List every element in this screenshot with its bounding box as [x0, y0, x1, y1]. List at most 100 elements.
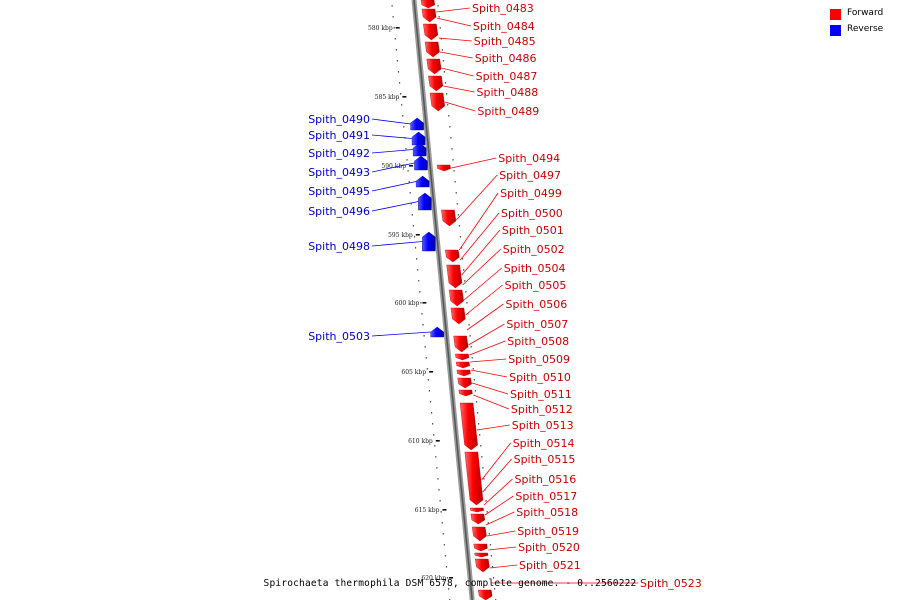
forward-gene-leader [436, 7, 471, 13]
forward-gene-label: Spith_0514 [513, 437, 575, 450]
forward-gene-arrow [424, 41, 440, 58]
scale-dot [457, 214, 459, 216]
forward-gene-leader [444, 101, 476, 112]
scale-dot [391, 5, 393, 7]
forward-gene-label: Spith_0523 [640, 577, 702, 590]
scale-dot [421, 313, 423, 315]
scale-dot [443, 71, 446, 73]
forward-gene-leader [462, 248, 502, 286]
forward-gene-arrow [474, 558, 490, 573]
scale-dot [395, 49, 397, 51]
forward-gene-leader [439, 51, 473, 59]
scale-dot [441, 522, 443, 524]
forward-gene-leader [456, 174, 498, 221]
forward-gene-arrow [455, 353, 470, 361]
forward-gene-label: Spith_0515 [514, 453, 576, 466]
scale-dot [420, 302, 422, 304]
scale-dot [428, 390, 431, 392]
scale-dot [442, 533, 444, 535]
scale-dot [454, 181, 456, 183]
forward-gene-label: Spith_0510 [509, 371, 571, 384]
reverse-gene-label: Spith_0492 [308, 147, 370, 160]
forward-gene-arrow [428, 75, 444, 92]
scale-dot [445, 566, 448, 568]
scale-dot [418, 280, 420, 282]
forward-gene-leader [486, 530, 516, 537]
scale-dot [398, 82, 401, 84]
scale-dot [453, 170, 455, 172]
forward-gene-leader [438, 37, 472, 42]
legend-reverse-label: Reverse [847, 24, 884, 34]
forward-gene-label: Spith_0505 [505, 279, 567, 292]
reverse-gene-label: Spith_0498 [308, 240, 370, 253]
scale-dot [441, 49, 443, 51]
forward-gene-leader [488, 546, 517, 551]
scale-dot [444, 82, 447, 84]
scale-dot [492, 577, 495, 579]
forward-gene-leader [465, 284, 503, 316]
tick-mark [415, 234, 420, 236]
scale-dot [456, 203, 458, 205]
tick-mark [442, 509, 447, 511]
forward-gene-label: Spith_0509 [508, 353, 570, 366]
scale-dot [439, 27, 441, 29]
forward-gene-arrow [477, 589, 493, 600]
scale-dot [486, 511, 488, 513]
scale-dot [425, 357, 427, 359]
reverse-gene-arrow [412, 142, 427, 157]
tick-label: 615 kbp [415, 507, 440, 514]
forward-gene-arrow [474, 552, 489, 558]
scale-dot [485, 500, 487, 502]
forward-gene-arrow [450, 307, 466, 325]
forward-gene-arrow [448, 289, 464, 307]
scale-dot [436, 467, 438, 469]
tick-mark [429, 371, 434, 373]
scale-dot [462, 258, 464, 260]
genome-backbone-core [413, 0, 473, 600]
scale-dot [396, 60, 399, 62]
scale-dot [405, 148, 407, 150]
scale-dot [482, 467, 484, 469]
tick-label: 595 kbp [388, 232, 413, 239]
scale-dot [392, 16, 394, 18]
scale-dot [459, 236, 462, 238]
scale-dot [435, 456, 437, 458]
forward-gene-arrow [429, 92, 445, 112]
forward-gene-label: Spith_0502 [503, 243, 565, 256]
tick-label: 605 kbp [401, 369, 426, 376]
forward-gene-label: Spith_0500 [501, 207, 563, 220]
reverse-gene-leader [371, 134, 413, 139]
scale-dot [437, 478, 439, 480]
forward-gene-leader [472, 382, 509, 395]
scale-dot [487, 522, 489, 524]
scale-dot [438, 16, 440, 18]
tick-mark [402, 96, 407, 98]
forward-gene-label: Spith_0519 [517, 525, 579, 538]
scale-dot [475, 401, 478, 403]
forward-gene-arrow [441, 209, 457, 227]
forward-gene-arrow [458, 389, 473, 397]
scale-dot [446, 577, 449, 579]
scale-dot [429, 401, 432, 403]
forward-gene-leader [441, 67, 474, 77]
forward-gene-label: Spith_0486 [475, 52, 537, 65]
forward-gene-label: Spith_0506 [506, 298, 568, 311]
forward-gene-leader [482, 458, 512, 493]
forward-gene-label: Spith_0518 [516, 506, 578, 519]
scale-dot [476, 412, 479, 414]
tick-mark [422, 302, 427, 304]
scale-dot [458, 225, 461, 227]
scale-dot [460, 247, 463, 249]
forward-gene-leader [443, 85, 475, 93]
forward-gene-label: Spith_0520 [518, 541, 580, 554]
scale-dot [450, 137, 452, 139]
forward-gene-leader [469, 340, 506, 356]
reverse-gene-arrow [430, 326, 444, 338]
scale-dot [407, 170, 409, 172]
scale-dot [440, 38, 442, 40]
forward-gene-arrow [445, 249, 460, 263]
forward-gene-arrow [453, 335, 469, 353]
scale-dot [412, 225, 415, 227]
reverse-gene-leader [371, 331, 431, 337]
reverse-gene-label: Spith_0495 [308, 185, 370, 198]
